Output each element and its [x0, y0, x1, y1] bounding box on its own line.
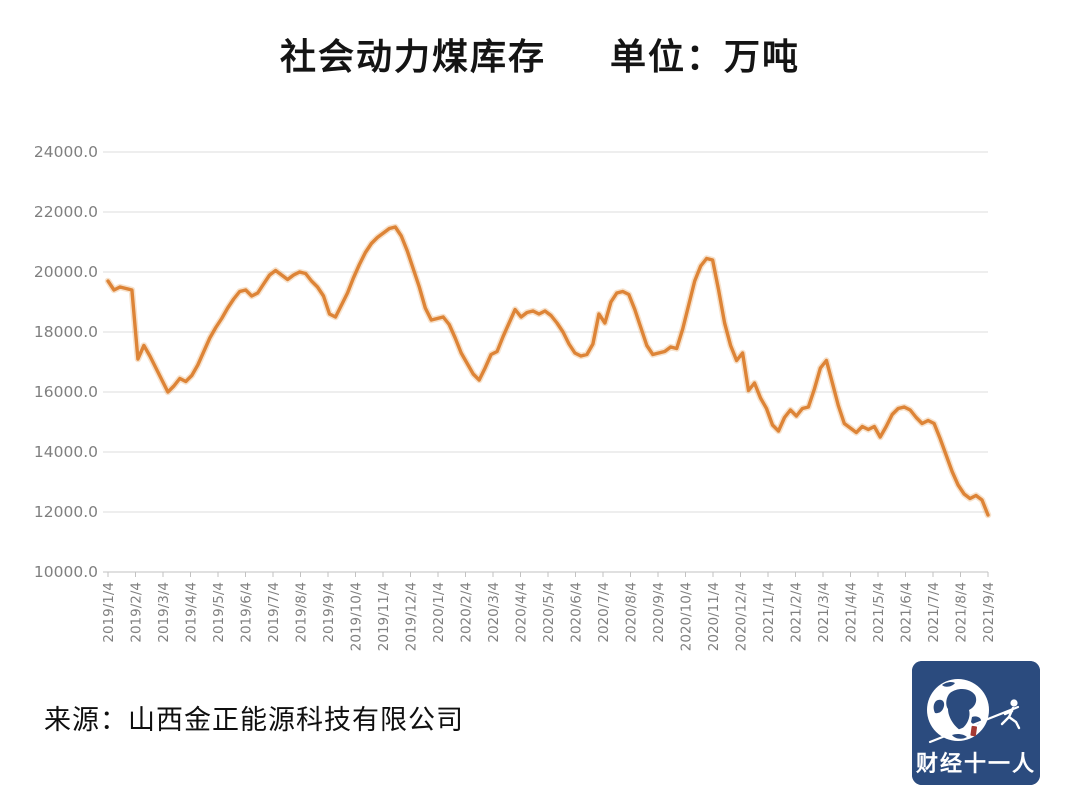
x-axis-label: 2020/8/4 [624, 582, 640, 643]
x-axis-label: 2020/4/4 [514, 582, 530, 643]
x-axis-label: 2019/6/4 [239, 582, 255, 643]
x-axis-label: 2020/3/4 [486, 582, 502, 643]
chart-unit-label: 单位：万吨 [610, 37, 801, 78]
x-axis-label: 2020/2/4 [459, 582, 475, 643]
x-axis-label: 2021/4/4 [844, 582, 860, 643]
brand-logo: 财经十一人 [912, 661, 1040, 785]
x-axis-label: 2020/6/4 [569, 582, 585, 643]
x-axis-label: 2019/3/4 [156, 582, 172, 643]
x-axis-label: 2020/7/4 [596, 582, 612, 643]
data-line [106, 225, 990, 517]
gridlines [103, 151, 988, 573]
x-axis-label: 2020/9/4 [651, 582, 667, 643]
data-line-halo [104, 223, 992, 519]
x-axis-label: 2021/3/4 [816, 582, 832, 643]
brand-logo-graphic [912, 661, 1040, 785]
x-axis-label: 2019/11/4 [376, 582, 392, 651]
x-axis-label: 2019/12/4 [404, 582, 420, 651]
x-axis-label: 2019/10/4 [349, 582, 365, 651]
x-axis-label: 2021/5/4 [871, 582, 887, 643]
y-axis-label: 12000.0 [34, 503, 98, 521]
y-axis-label: 18000.0 [34, 323, 98, 341]
y-axis-label: 20000.0 [34, 263, 98, 281]
x-axis-label: 2019/8/4 [294, 582, 310, 643]
red-seal [970, 725, 978, 737]
globe-icon [927, 679, 989, 741]
x-axis-label: 2019/1/4 [101, 582, 117, 643]
line-chart: 24000.0 22000.0 20000.0 18000.0 16000.0 14000… [34, 143, 997, 651]
x-axis-label: 2019/7/4 [266, 582, 282, 643]
y-axis-label: 10000.0 [34, 563, 98, 581]
x-axis-label: 2019/2/4 [129, 582, 145, 643]
x-axis-label: 2021/6/4 [899, 582, 915, 643]
x-axis-label: 2019/4/4 [184, 582, 200, 643]
x-axis-label: 2021/7/4 [926, 582, 942, 643]
x-axis-label: 2021/8/4 [954, 582, 970, 643]
x-axis-label: 2021/1/4 [761, 582, 777, 643]
y-axis-label: 22000.0 [34, 203, 98, 221]
x-axis-label: 2019/5/4 [211, 582, 227, 643]
x-axis-label: 2021/9/4 [981, 582, 997, 643]
x-axis-label: 2020/12/4 [734, 582, 750, 651]
fencer-icon [928, 699, 1021, 744]
x-axis-label: 2021/2/4 [789, 582, 805, 643]
x-axis-label: 2020/5/4 [541, 582, 557, 643]
chart-title: 社会动力煤库存 [279, 37, 546, 78]
x-axis-label: 2020/1/4 [431, 582, 447, 643]
x-axis-label: 2019/9/4 [321, 582, 337, 643]
y-axis-label: 24000.0 [34, 143, 98, 161]
chart-title-row: 社会动力煤库存 单位：万吨 [0, 28, 1080, 80]
x-axis-label: 2020/10/4 [679, 582, 695, 651]
x-axis-labels: 2019/1/4 2019/2/4 2019/3/4 2019/4/4 2019/5/4… [101, 572, 997, 651]
x-axis-label: 2020/11/4 [706, 582, 722, 651]
source-label: 来源：山西金正能源科技有限公司 [44, 705, 464, 736]
y-axis-labels: 24000.0 22000.0 20000.0 18000.0 16000.0 14000… [34, 143, 98, 581]
brand-logo-text: 财经十一人 [915, 752, 1036, 777]
y-axis-label: 16000.0 [34, 383, 98, 401]
y-axis-label: 14000.0 [34, 443, 98, 461]
